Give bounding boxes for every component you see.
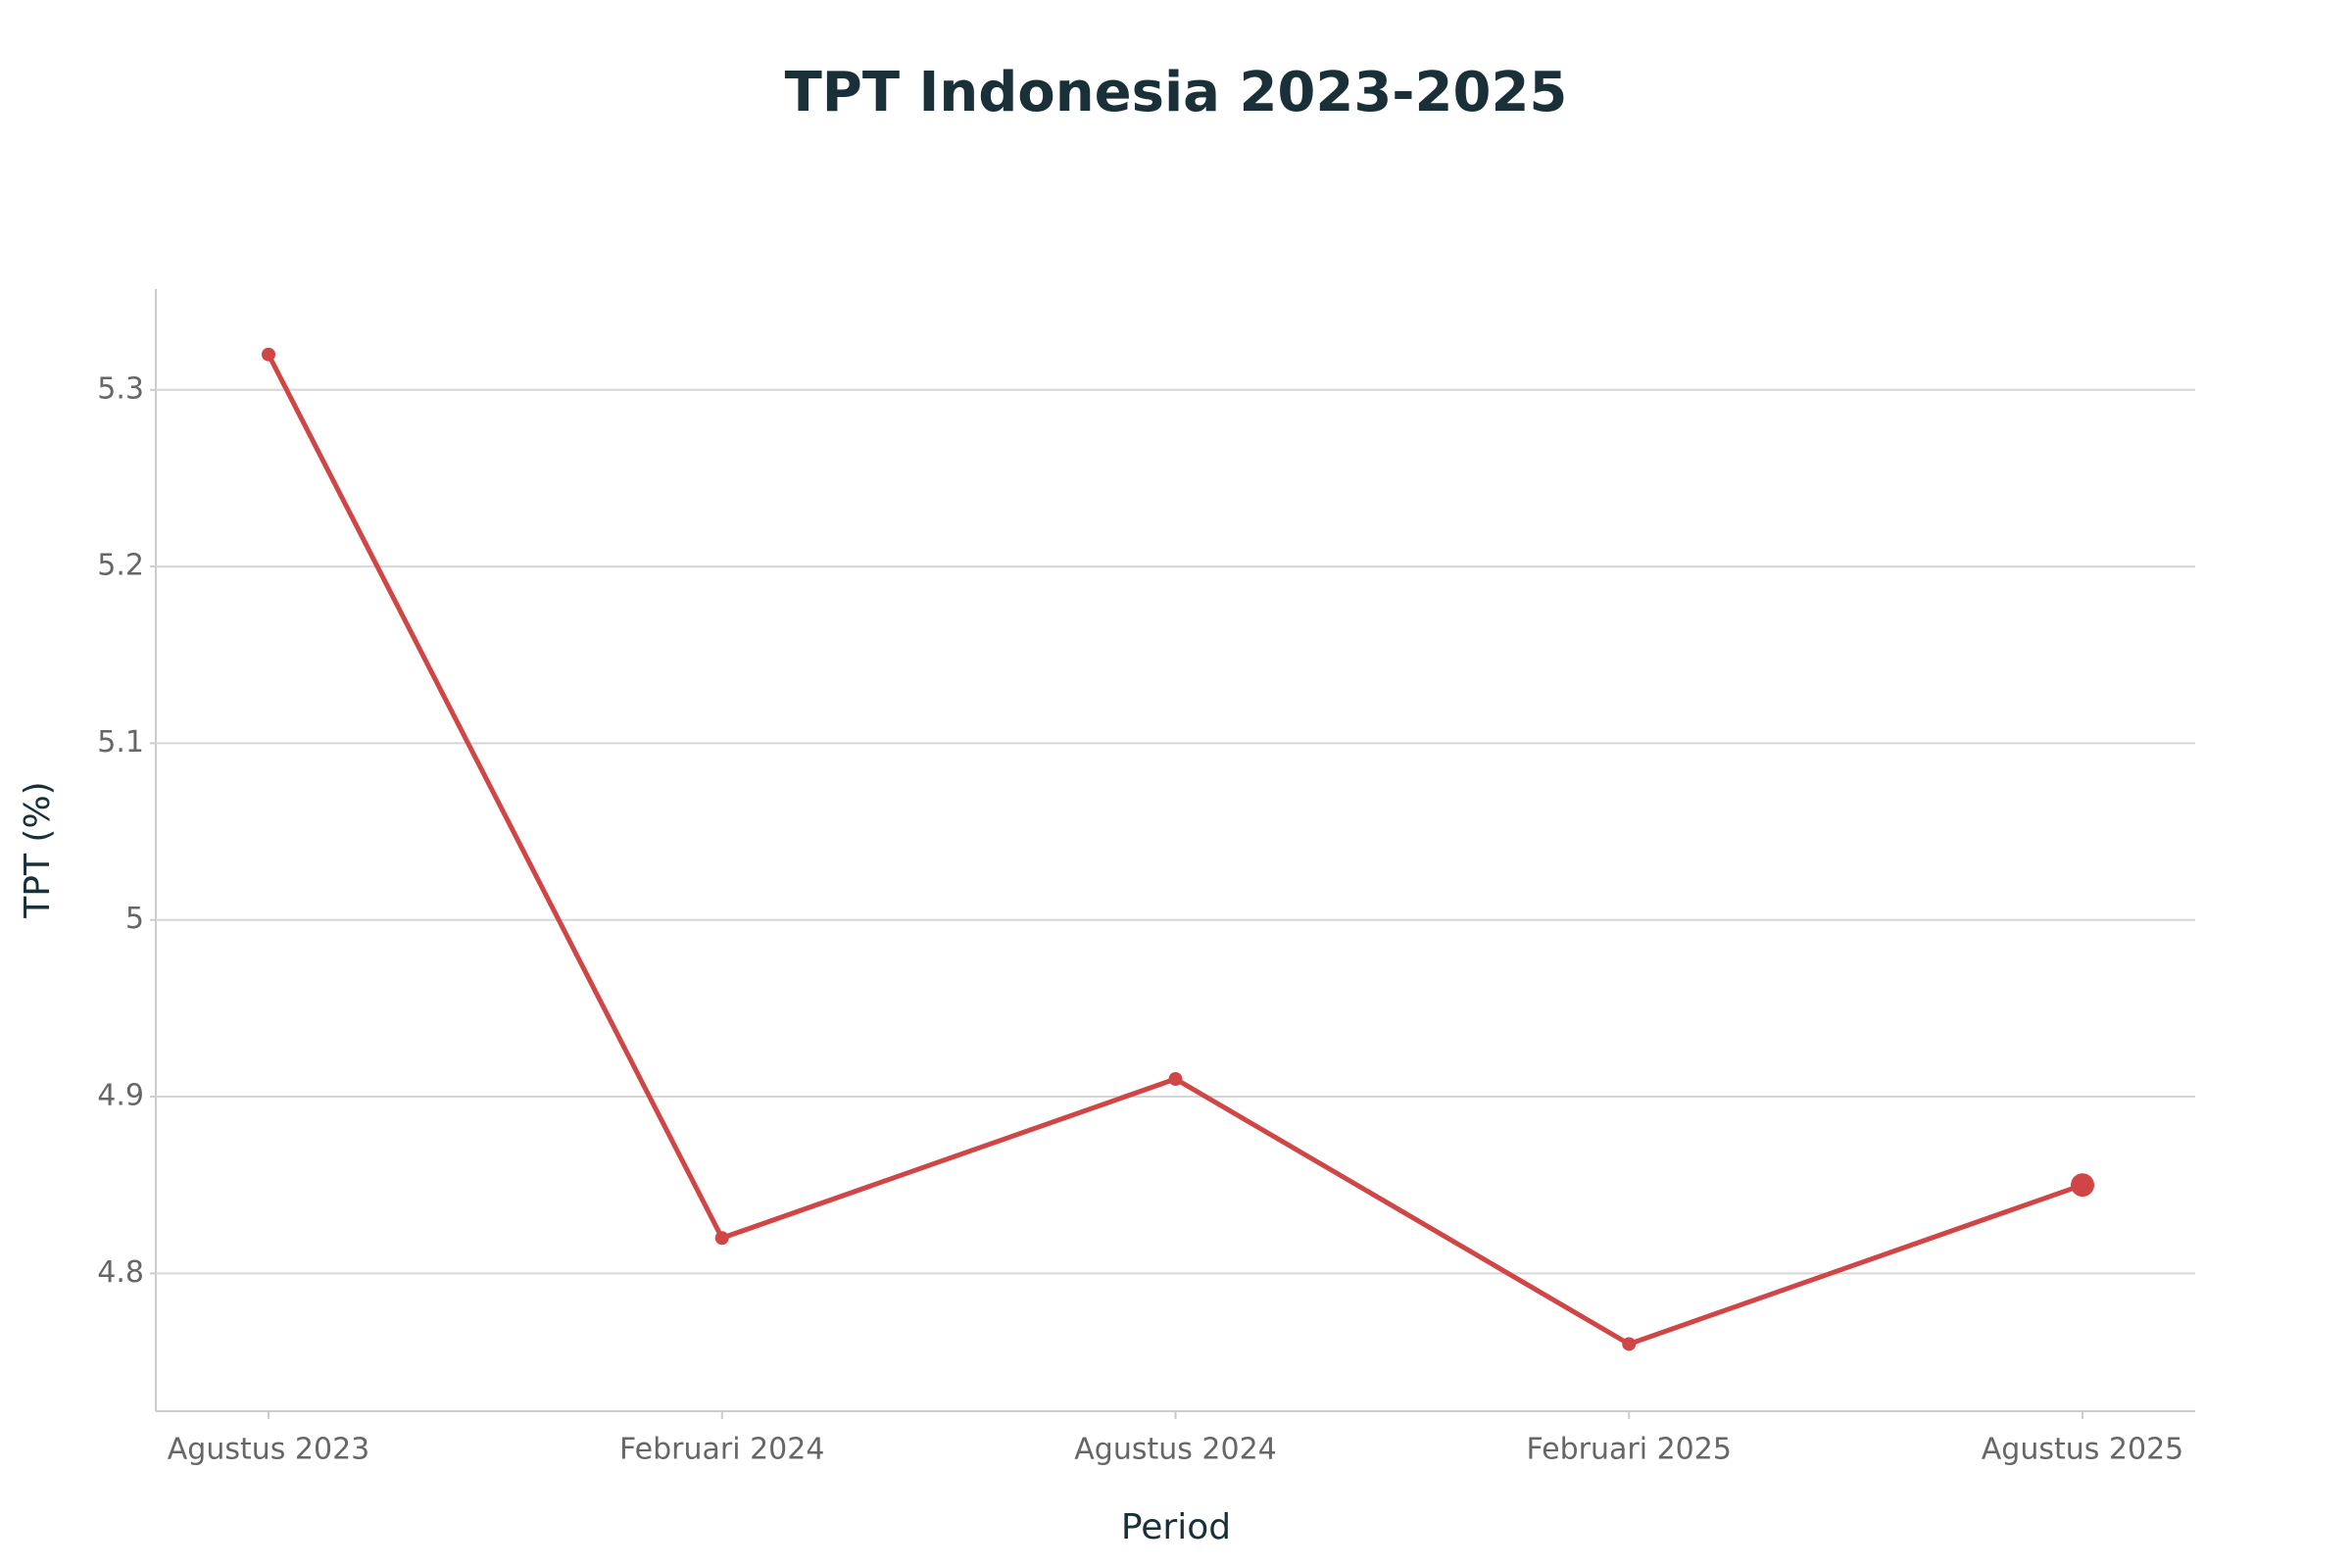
y-tick-label: 5 [125, 902, 144, 936]
data-point [1168, 1072, 1183, 1087]
y-tick-label: 5.2 [97, 549, 144, 583]
data-point [262, 347, 275, 362]
y-tick-label: 5.3 [97, 371, 144, 406]
data-point [2071, 1173, 2094, 1198]
y-tick-label: 4.9 [97, 1079, 144, 1113]
y-tick-label: 4.8 [97, 1255, 144, 1290]
data-line [266, 353, 2083, 1347]
x-tick-label: Februari 2024 [619, 1433, 824, 1467]
data-point [714, 1231, 729, 1246]
x-tick-label: Februari 2025 [1527, 1433, 1732, 1467]
y-axis-title: TPT (%) [18, 781, 58, 918]
data-point [1622, 1337, 1637, 1351]
x-tick-label: Agustus 2023 [168, 1433, 370, 1467]
x-tick-label: Agustus 2025 [1982, 1433, 2184, 1467]
y-tick-label: 5.1 [97, 725, 144, 760]
x-tick-label: Agustus 2024 [1074, 1433, 1277, 1467]
x-axis-title: Period [1121, 1507, 1231, 1547]
chart-title: TPT Indonesia 2023-2025 [785, 61, 1568, 124]
